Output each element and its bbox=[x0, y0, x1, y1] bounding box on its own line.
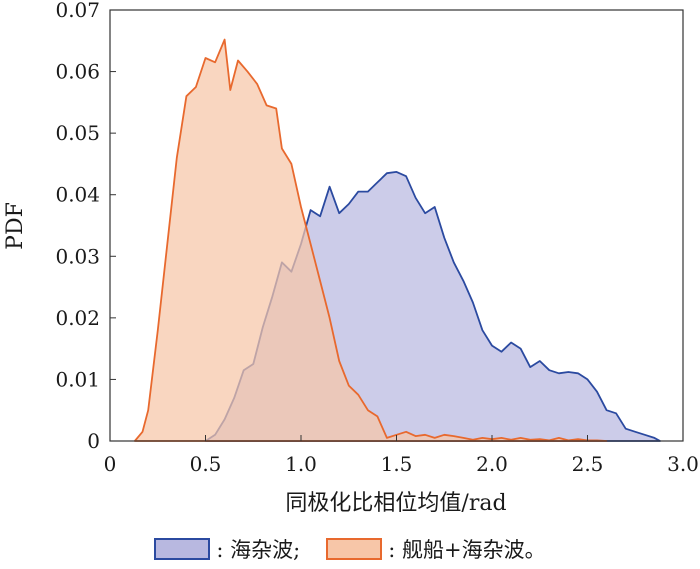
y-tick-label: 0.07 bbox=[55, 0, 100, 22]
x-tick-label: 3.0 bbox=[667, 452, 699, 476]
series-layer bbox=[133, 38, 661, 442]
legend-swatch-ship-sea-clutter bbox=[326, 538, 383, 560]
legend-label-sea-clutter: : 海杂波; bbox=[216, 538, 301, 562]
x-axis-title: 同极化比相位均值/rad bbox=[285, 491, 506, 516]
y-tick-label: 0.03 bbox=[55, 244, 100, 268]
x-tick-label: 1.0 bbox=[285, 452, 317, 476]
area-ship-sea-clutter bbox=[133, 38, 608, 442]
y-tick-label: 0.01 bbox=[55, 367, 100, 391]
y-tick-label: 0.05 bbox=[55, 121, 100, 145]
pdf-chart: 0 0.5 1.0 1.5 2.0 2.5 3.0 0 0.01 0.02 0.03 0.04 0.05… bbox=[3, 0, 699, 516]
legend: : 海杂波; : 舰船+海杂波。 bbox=[0, 532, 700, 566]
axes-layer: 0 0.5 1.0 1.5 2.0 2.5 3.0 0 0.01 0.02 0.03 0.04 0.05… bbox=[55, 0, 698, 476]
legend-item-ship-sea-clutter: : 舰船+海杂波。 bbox=[326, 534, 546, 564]
x-tick-label: 0 bbox=[104, 452, 117, 476]
legend-label-ship-sea-clutter: : 舰船+海杂波。 bbox=[388, 538, 546, 562]
x-tick-label: 2.5 bbox=[572, 452, 604, 476]
y-tick-label: 0.04 bbox=[55, 183, 100, 207]
x-tick-label: 1.5 bbox=[381, 452, 413, 476]
y-tick-label: 0.06 bbox=[55, 60, 100, 84]
y-tick-label: 0 bbox=[87, 429, 100, 453]
x-tick-label: 0.5 bbox=[190, 452, 222, 476]
y-tick-label: 0.02 bbox=[55, 306, 100, 330]
legend-swatch-sea-clutter bbox=[154, 538, 211, 560]
y-axis-title: PDF bbox=[3, 202, 28, 250]
x-tick-label: 2.0 bbox=[476, 452, 508, 476]
legend-item-sea-clutter: : 海杂波; bbox=[154, 534, 300, 564]
